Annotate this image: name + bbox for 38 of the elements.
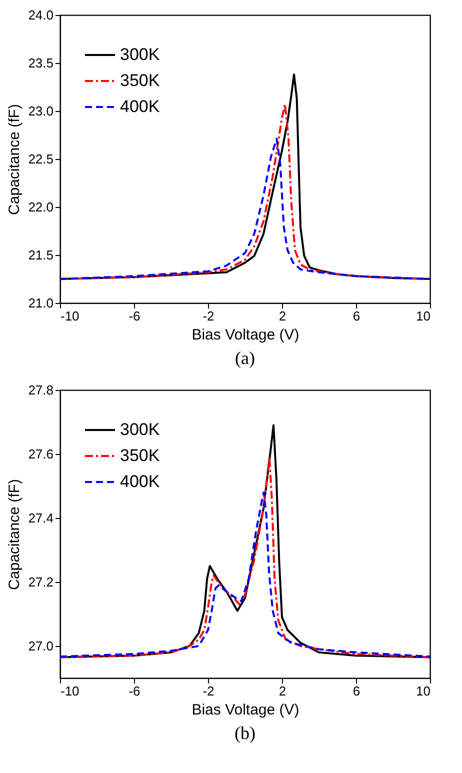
x-tick-label: -6 bbox=[128, 684, 140, 698]
legend-label: 350K bbox=[120, 446, 160, 465]
x-tick-label: 6 bbox=[352, 308, 360, 324]
y-axis-title: Capacitance (fF) bbox=[6, 104, 24, 215]
legend-label: 300K bbox=[120, 420, 160, 439]
legend-label: 350K bbox=[120, 71, 160, 90]
x-axis-title: Bias Voltage (V) bbox=[192, 326, 300, 344]
y-tick-label: 21.0 bbox=[28, 296, 54, 310]
x-tick-label: 2 bbox=[278, 684, 286, 698]
x-tick-label: 10 bbox=[416, 308, 430, 324]
line-series bbox=[60, 491, 430, 658]
y-tick-label: 22.5 bbox=[28, 152, 54, 166]
x-axis-title: Bias Voltage (V) bbox=[192, 702, 300, 718]
y-tick-label: 22.0 bbox=[28, 200, 54, 214]
x-tick-label: -10 bbox=[60, 308, 80, 324]
y-tick-label: 23.0 bbox=[28, 104, 54, 118]
x-tick-label: 2 bbox=[278, 308, 286, 324]
x-tick-label: 10 bbox=[416, 684, 430, 698]
line-series bbox=[60, 138, 430, 280]
y-tick-label: 27.6 bbox=[28, 446, 54, 462]
legend-label: 400K bbox=[120, 472, 160, 491]
y-tick-label: 27.2 bbox=[28, 574, 54, 590]
x-tick-label: -2 bbox=[202, 308, 214, 324]
y-tick-label: 24.0 bbox=[28, 8, 54, 22]
x-tick-label: -2 bbox=[202, 684, 214, 698]
x-tick-label: -10 bbox=[60, 684, 80, 698]
legend-label: 300K bbox=[120, 45, 160, 64]
y-tick-label: 27.8 bbox=[28, 382, 54, 398]
y-axis-title: Capacitance (fF) bbox=[6, 479, 24, 590]
y-tick-label: 27.0 bbox=[28, 638, 54, 654]
y-tick-label: 27.4 bbox=[28, 510, 54, 526]
y-tick-label: 23.5 bbox=[28, 56, 54, 70]
x-tick-label: -6 bbox=[128, 308, 140, 324]
legend-label: 400K bbox=[120, 97, 160, 116]
y-tick-label: 21.5 bbox=[28, 248, 54, 262]
x-tick-label: 6 bbox=[352, 684, 360, 698]
text: (a) bbox=[235, 348, 255, 368]
text: (b) bbox=[234, 723, 256, 743]
